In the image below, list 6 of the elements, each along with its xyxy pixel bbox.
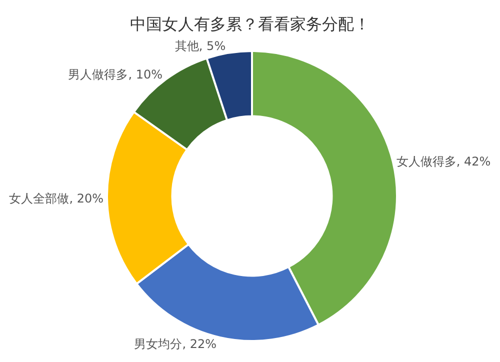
slice-label: 女人做得多, 42%: [396, 154, 491, 168]
slice-label: 其他, 5%: [174, 38, 226, 53]
slice-label: 女人全部做, 20%: [9, 191, 104, 206]
slice-label: 男女均分, 22%: [134, 337, 217, 352]
chart-title: 中国女人有多累？看看家务分配！: [130, 14, 370, 34]
slice-label: 男人做得多, 10%: [68, 68, 163, 82]
